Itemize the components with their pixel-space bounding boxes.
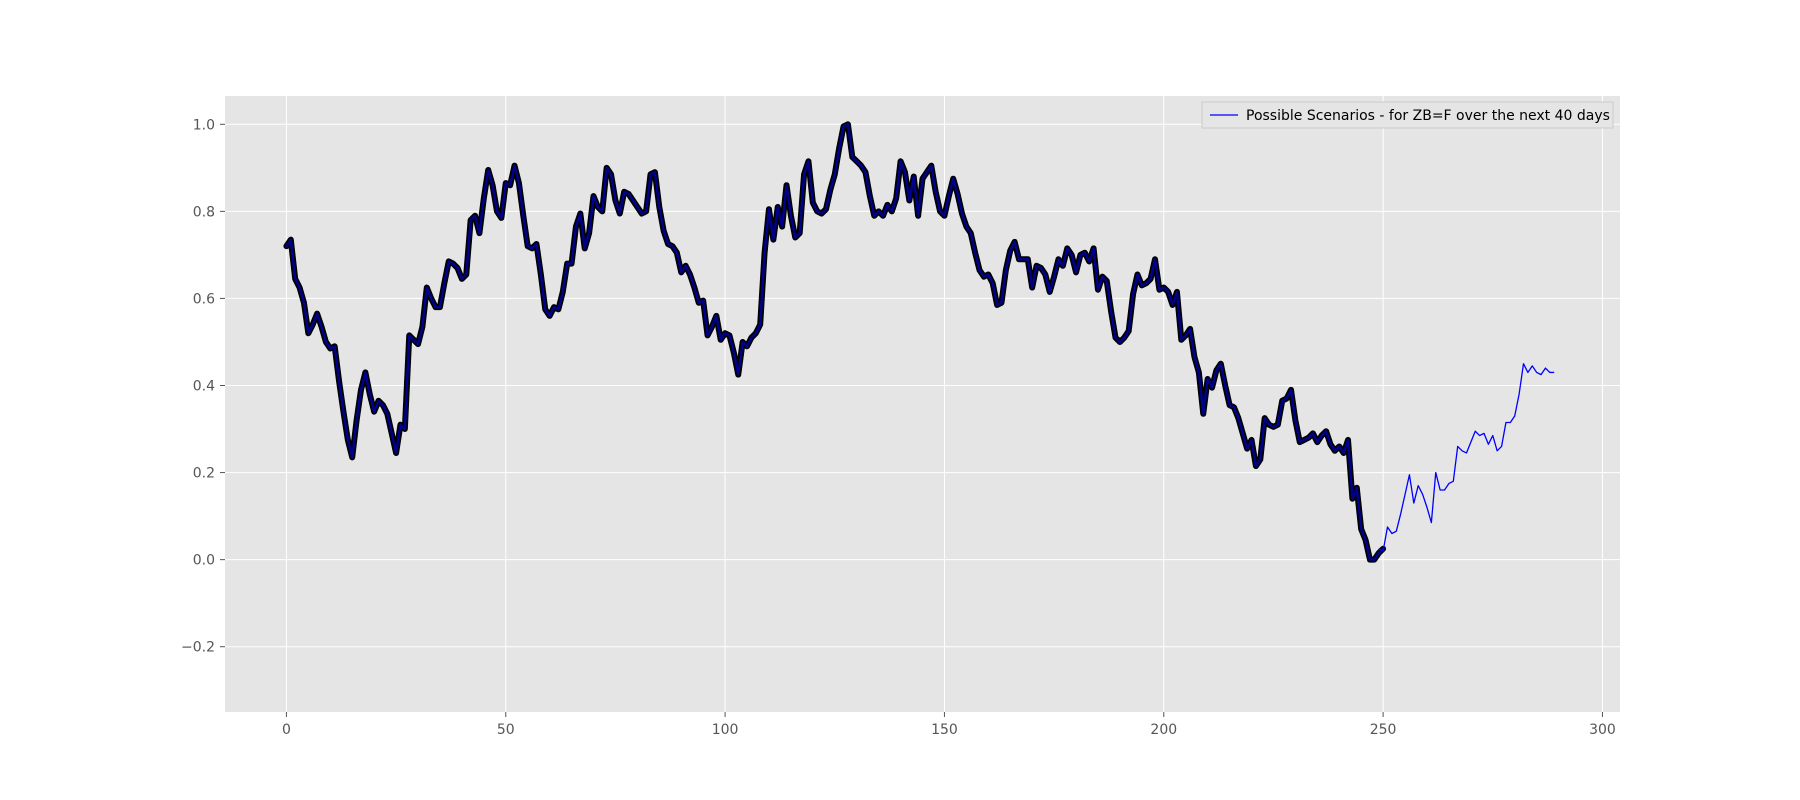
- series-layer: [283, 121, 1555, 563]
- legend-box: [1201, 101, 1614, 129]
- y-tick-label: 0.0: [193, 553, 215, 569]
- x-tick-label: 150: [931, 722, 958, 738]
- legend-scenario-label: Possible Scenarios - for ZB=F over the n…: [1246, 108, 1610, 124]
- y-tick-label: 0.4: [193, 378, 215, 394]
- scenario-series-line: [1378, 363, 1555, 552]
- y-tick-label: 0.2: [193, 466, 215, 482]
- y-axis: −0.2 0.0 0.2 0.4 0.6 0.8 1.0: [181, 117, 225, 656]
- x-tick-label: 300: [1589, 722, 1616, 738]
- y-tick-label: 0.6: [193, 291, 215, 307]
- y-tick-label: −0.2: [181, 640, 215, 656]
- x-axis: 0 50 100 150 200 250 300: [282, 712, 1616, 738]
- x-tick-label: 100: [712, 722, 739, 738]
- y-tick-label: 0.8: [193, 204, 215, 220]
- grid: [225, 96, 1620, 712]
- x-tick-label: 0: [282, 722, 291, 738]
- history-series-line: [285, 123, 1385, 561]
- x-tick-label: 250: [1370, 722, 1397, 738]
- x-tick-label: 50: [497, 722, 515, 738]
- y-tick-label: 1.0: [193, 117, 215, 133]
- x-tick-label: 200: [1150, 722, 1177, 738]
- legend: Possible Scenarios - for ZB=F over the n…: [1201, 101, 1614, 129]
